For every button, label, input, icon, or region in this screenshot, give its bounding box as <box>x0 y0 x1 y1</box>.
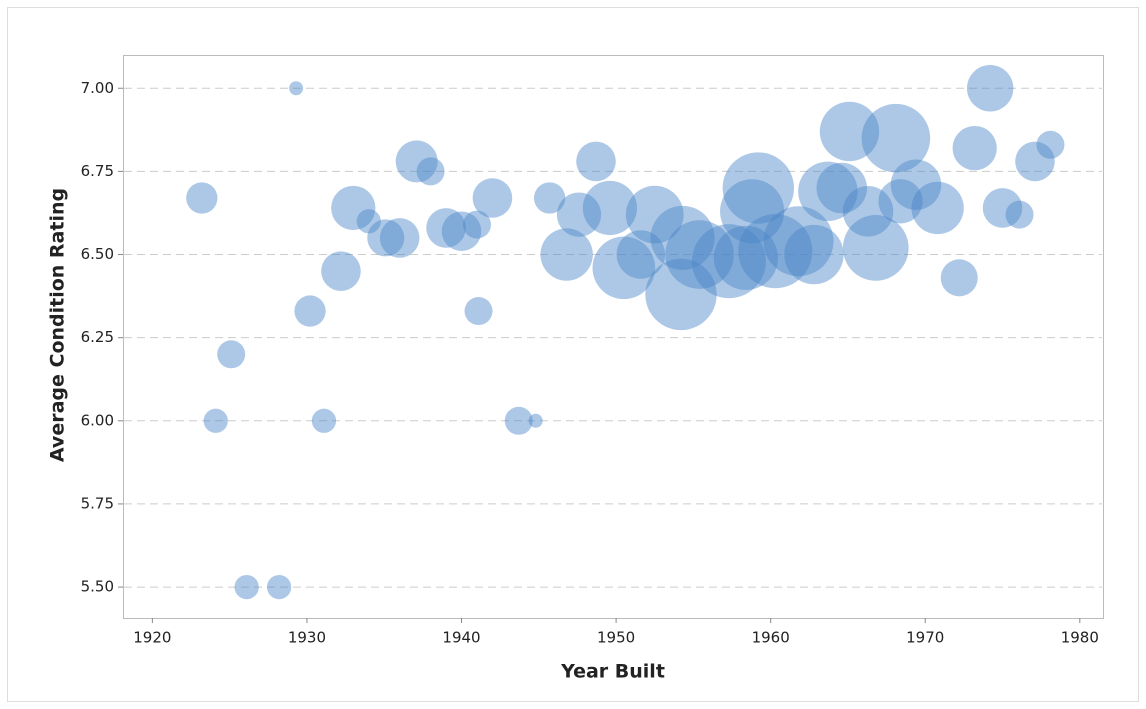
bubble <box>691 224 766 299</box>
bubble <box>1036 130 1065 159</box>
bubble <box>416 157 445 186</box>
bubble <box>504 406 533 435</box>
bubble <box>331 185 376 231</box>
bubble <box>186 182 218 214</box>
bubble <box>395 140 438 183</box>
bubble <box>462 210 491 239</box>
bubble <box>816 162 868 214</box>
y-tick-label: 7.00 <box>81 79 114 97</box>
bubble <box>720 179 785 244</box>
bubble <box>842 215 909 281</box>
bubble <box>311 408 337 433</box>
bubble <box>379 218 420 258</box>
bubble <box>713 225 779 290</box>
bubble <box>533 182 566 214</box>
bubble <box>966 65 1014 112</box>
bubble <box>576 141 616 182</box>
bubble <box>665 220 734 289</box>
bubble <box>472 178 513 218</box>
x-tick-label: 1980 <box>1061 629 1099 647</box>
bubble <box>625 185 684 244</box>
bubble <box>890 159 942 210</box>
bubble <box>592 236 656 300</box>
bubble <box>952 125 997 171</box>
bubble <box>556 192 602 237</box>
bubble <box>217 340 246 369</box>
bubble <box>982 188 1023 228</box>
bubble <box>294 295 326 327</box>
x-axis-title: Year Built <box>560 661 665 683</box>
y-tick-label: 6.50 <box>81 245 114 263</box>
bubble <box>763 206 834 277</box>
y-tick-label: 6.75 <box>81 162 114 180</box>
y-tick-label: 6.25 <box>81 328 114 346</box>
bubble <box>798 161 858 222</box>
y-tick-label: 5.75 <box>81 494 114 512</box>
bubble <box>722 152 794 224</box>
bubble <box>367 219 405 257</box>
bubble <box>203 408 228 433</box>
y-axis-title: Average Condition Rating <box>47 188 69 462</box>
bubble <box>861 103 931 173</box>
x-tick-label: 1930 <box>288 629 326 647</box>
bubble <box>940 259 978 297</box>
bubble <box>582 180 638 236</box>
bubble <box>1015 141 1055 182</box>
bubble <box>426 208 466 248</box>
plot-area <box>123 55 1104 619</box>
bubble <box>645 258 717 331</box>
bubble <box>356 209 381 234</box>
x-tick-label: 1920 <box>133 629 171 647</box>
y-tick-label: 5.50 <box>81 578 114 596</box>
bubble <box>289 81 304 96</box>
bubble <box>616 230 666 279</box>
bubble <box>842 186 894 237</box>
bubble <box>911 181 964 235</box>
bubble <box>540 228 593 281</box>
bubble <box>441 211 482 252</box>
bubble <box>321 251 361 291</box>
bubble <box>464 297 493 326</box>
bubble <box>234 574 259 600</box>
x-tick-label: 1950 <box>597 629 635 647</box>
bubble <box>819 101 880 162</box>
bubble <box>266 574 292 600</box>
bubble <box>528 413 543 428</box>
x-tick-label: 1940 <box>442 629 480 647</box>
bubble <box>784 224 844 285</box>
bubble <box>738 214 813 289</box>
bubble <box>650 205 715 270</box>
x-tick-label: 1970 <box>906 629 944 647</box>
bubble <box>878 179 923 224</box>
x-tick-label: 1960 <box>752 629 790 647</box>
bubble <box>1005 200 1034 229</box>
y-tick-label: 6.00 <box>81 411 114 429</box>
